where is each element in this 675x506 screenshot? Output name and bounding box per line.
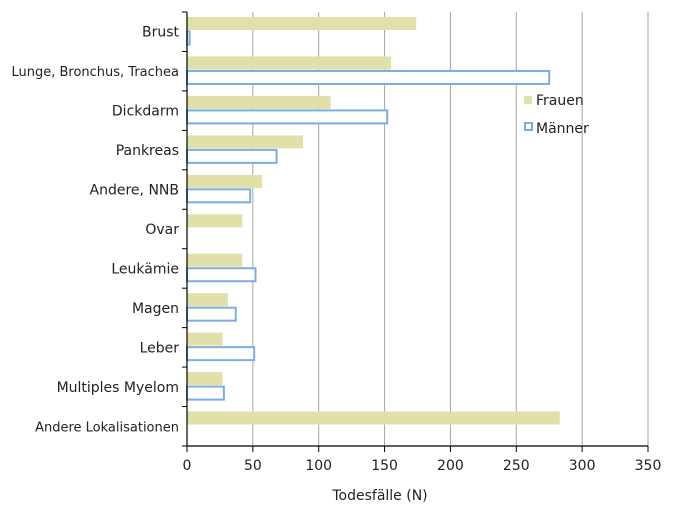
bar-frauen [187, 253, 243, 267]
category-label: Multiples Myelom [57, 380, 179, 396]
bar-frauen [187, 95, 331, 109]
category-label: Ovar [145, 222, 179, 238]
x-tick-label: 50 [244, 458, 262, 474]
x-tick-label: 200 [437, 458, 464, 474]
bar-maenner [186, 267, 257, 283]
bar-maenner [186, 69, 551, 85]
bar-frauen [187, 17, 417, 30]
legend-swatch-frauen [524, 96, 532, 104]
category-label: Brust [142, 25, 180, 41]
x-axis-title: Todesfälle (N) [331, 488, 427, 504]
axes [182, 11, 649, 452]
category-label: Leukämie [111, 261, 179, 277]
bar-frauen [187, 135, 303, 149]
x-tick-label: 0 [183, 458, 192, 474]
bar-maenner [186, 109, 389, 125]
bar-frauen [187, 332, 223, 346]
bar-frauen [187, 56, 392, 70]
bar-frauen [187, 293, 228, 307]
bar-frauen [187, 214, 243, 228]
category-label: Lunge, Bronchus, Trachea [11, 65, 179, 80]
bars [186, 17, 560, 425]
legend: Frauen Männer [524, 93, 589, 137]
bar-maenner [186, 346, 256, 362]
category-label: Andere Lokalisationen [35, 420, 179, 435]
bar-frauen [187, 372, 223, 386]
bar-maenner [186, 148, 278, 164]
legend-label-frauen: Frauen [536, 93, 584, 109]
bar-maenner [186, 306, 237, 322]
bar-maenner [186, 385, 225, 401]
x-tick-label: 100 [305, 458, 332, 474]
category-label: Andere, NNB [90, 183, 179, 199]
x-tick-label: 300 [569, 458, 596, 474]
legend-label-maenner: Männer [536, 121, 589, 137]
bar-frauen [187, 411, 560, 425]
bar-maenner [186, 188, 252, 204]
x-tick-label: 250 [503, 458, 530, 474]
category-label: Pankreas [116, 143, 179, 159]
category-labels: Brust Lunge, Bronchus, Trachea Dickdarm Pan… [11, 25, 179, 436]
x-tick-label: 350 [635, 458, 662, 474]
x-tick-label: 150 [371, 458, 398, 474]
legend-swatch-maenner [524, 122, 533, 131]
category-label: Magen [132, 301, 179, 317]
category-label: Leber [140, 340, 180, 356]
bar-frauen [187, 174, 263, 188]
tick-labels: 0 50 100 150 200 250 300 350 [183, 458, 662, 474]
category-label: Dickdarm [112, 104, 179, 120]
